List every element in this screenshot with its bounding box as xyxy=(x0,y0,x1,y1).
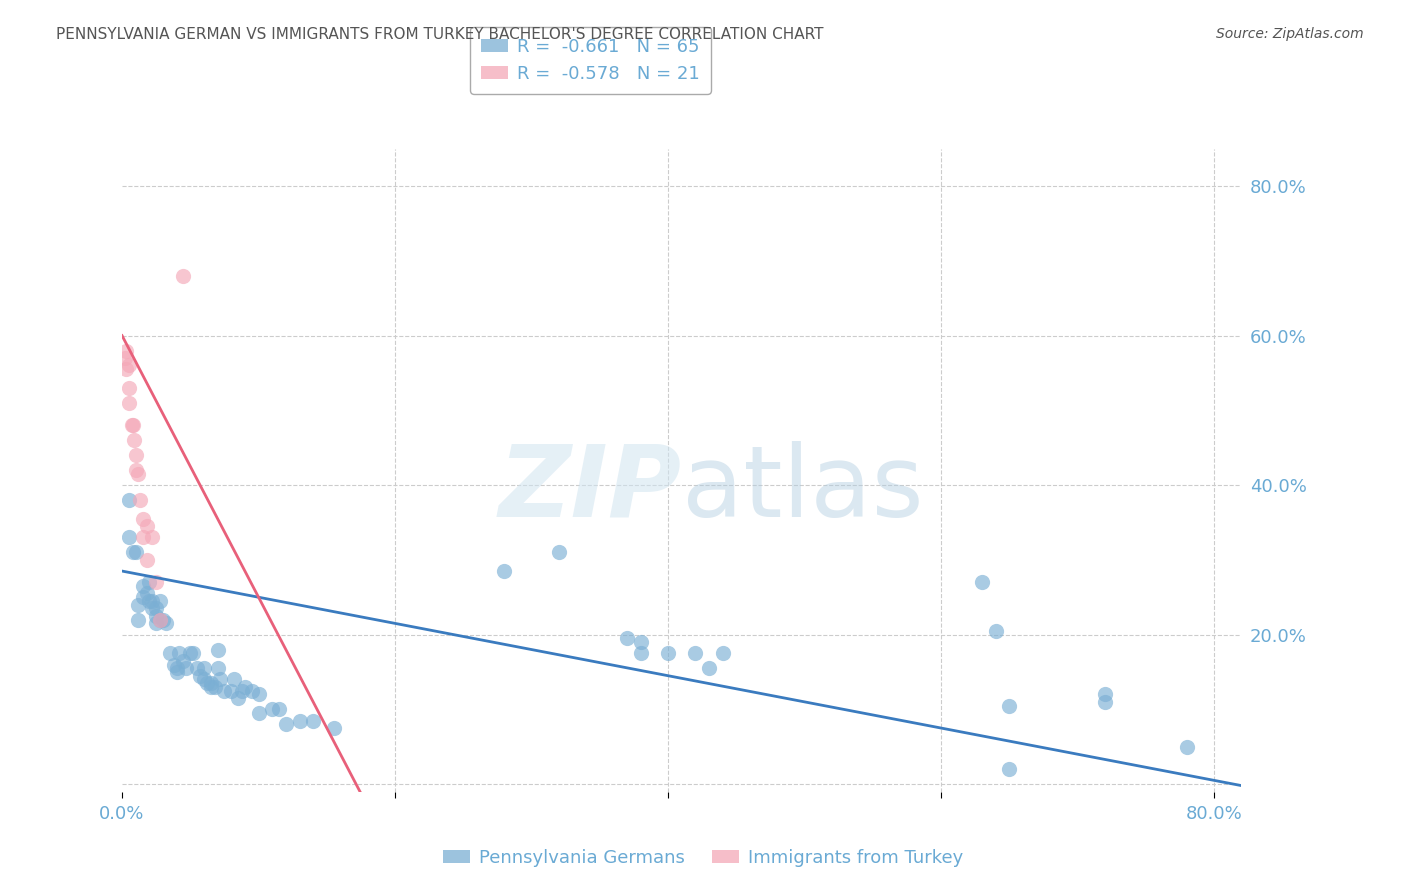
Point xyxy=(169,646,191,660)
Point xyxy=(998,762,1021,776)
Point xyxy=(200,680,222,694)
Point xyxy=(138,575,160,590)
Point xyxy=(141,601,163,615)
Point xyxy=(970,575,993,590)
Point xyxy=(630,646,652,660)
Point xyxy=(131,530,153,544)
Point xyxy=(125,463,148,477)
Point xyxy=(186,661,208,675)
Point xyxy=(697,661,720,675)
Legend: R =  -0.661   N = 65, R =  -0.578   N = 21: R = -0.661 N = 65, R = -0.578 N = 21 xyxy=(470,27,711,94)
Point xyxy=(657,646,679,660)
Point xyxy=(145,616,167,631)
Point xyxy=(122,418,145,433)
Point xyxy=(138,594,160,608)
Point xyxy=(247,687,270,701)
Point xyxy=(322,721,344,735)
Point xyxy=(204,680,226,694)
Point xyxy=(159,646,181,660)
Text: atlas: atlas xyxy=(682,441,924,538)
Point xyxy=(200,676,222,690)
Point xyxy=(127,467,149,481)
Point xyxy=(128,493,150,508)
Point xyxy=(141,594,163,608)
Point xyxy=(711,646,734,660)
Point xyxy=(179,646,201,660)
Point xyxy=(288,714,311,728)
Point xyxy=(207,642,229,657)
Point xyxy=(115,343,138,358)
Point xyxy=(166,661,188,675)
Point xyxy=(118,381,141,395)
Point xyxy=(685,646,707,660)
Point xyxy=(149,613,172,627)
Point xyxy=(127,613,149,627)
Point xyxy=(163,657,186,672)
Point xyxy=(630,635,652,649)
Point xyxy=(222,673,245,687)
Point xyxy=(125,545,148,559)
Point xyxy=(135,519,157,533)
Point xyxy=(145,601,167,615)
Point xyxy=(115,362,138,376)
Point xyxy=(193,661,215,675)
Point xyxy=(127,598,149,612)
Point xyxy=(131,512,153,526)
Point xyxy=(124,434,146,448)
Point xyxy=(149,613,172,627)
Text: Source: ZipAtlas.com: Source: ZipAtlas.com xyxy=(1216,27,1364,41)
Point xyxy=(214,683,236,698)
Point xyxy=(193,673,215,687)
Point xyxy=(172,654,194,668)
Point xyxy=(188,669,211,683)
Point xyxy=(1094,695,1116,709)
Point xyxy=(195,676,218,690)
Point xyxy=(240,683,263,698)
Point xyxy=(135,553,157,567)
Point xyxy=(233,680,256,694)
Point xyxy=(174,661,197,675)
Point xyxy=(998,698,1021,713)
Point xyxy=(181,646,204,660)
Point xyxy=(131,579,153,593)
Point xyxy=(207,661,229,675)
Point xyxy=(231,683,253,698)
Point xyxy=(247,706,270,720)
Legend: Pennsylvania Germans, Immigrants from Turkey: Pennsylvania Germans, Immigrants from Tu… xyxy=(436,842,970,874)
Point xyxy=(1094,687,1116,701)
Point xyxy=(141,530,163,544)
Point xyxy=(121,418,143,433)
Point xyxy=(114,351,136,365)
Point xyxy=(302,714,325,728)
Point xyxy=(267,702,290,716)
Point xyxy=(155,616,177,631)
Point xyxy=(122,545,145,559)
Point xyxy=(145,575,167,590)
Point xyxy=(118,493,141,508)
Text: PENNSYLVANIA GERMAN VS IMMIGRANTS FROM TURKEY BACHELOR'S DEGREE CORRELATION CHAR: PENNSYLVANIA GERMAN VS IMMIGRANTS FROM T… xyxy=(56,27,824,42)
Point xyxy=(616,632,638,646)
Text: ZIP: ZIP xyxy=(499,441,682,538)
Point xyxy=(149,594,172,608)
Point xyxy=(118,530,141,544)
Point xyxy=(1175,739,1198,754)
Point xyxy=(135,586,157,600)
Point xyxy=(166,665,188,679)
Point xyxy=(125,448,148,462)
Point xyxy=(494,564,516,578)
Point xyxy=(274,717,297,731)
Point xyxy=(172,268,194,283)
Point xyxy=(145,608,167,623)
Point xyxy=(131,591,153,605)
Point xyxy=(118,396,141,410)
Point xyxy=(219,683,242,698)
Point xyxy=(209,673,232,687)
Point xyxy=(984,624,1007,638)
Point xyxy=(547,545,569,559)
Point xyxy=(152,613,174,627)
Point xyxy=(226,691,249,706)
Point xyxy=(262,702,284,716)
Point xyxy=(118,359,141,373)
